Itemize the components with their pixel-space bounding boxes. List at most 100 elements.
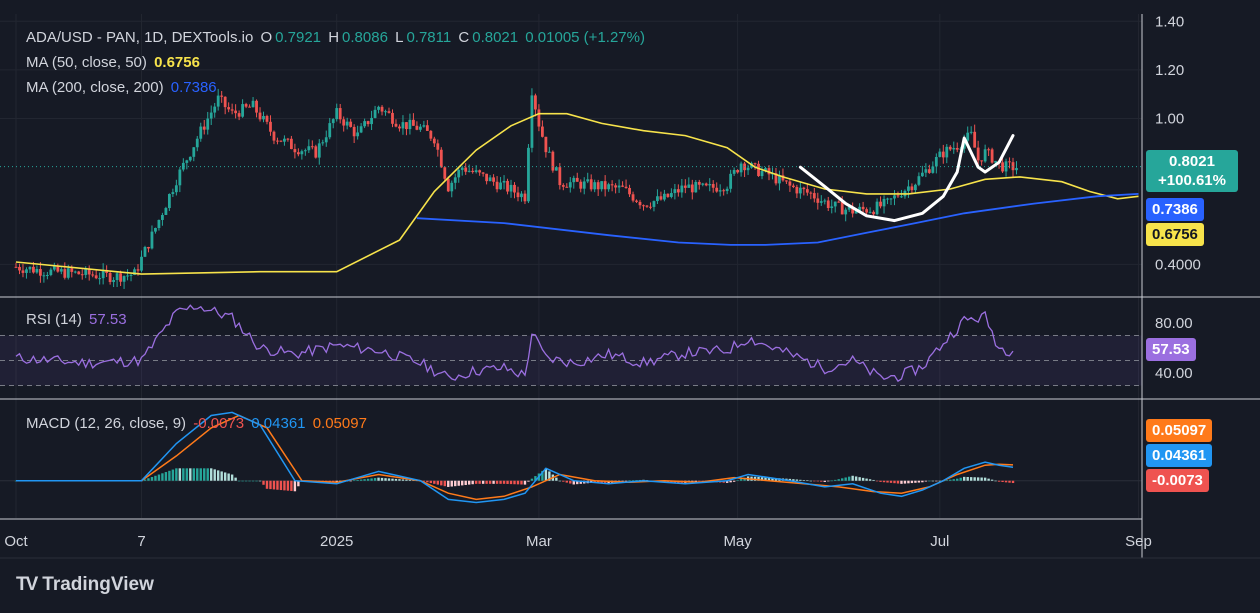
- candle-body: [161, 215, 164, 220]
- candle-body: [25, 269, 28, 273]
- close-label: C: [458, 29, 470, 46]
- macd-histogram-bar: [185, 468, 189, 481]
- candle-body: [143, 247, 147, 257]
- candle-body: [108, 272, 112, 283]
- macd-signal-value: 0.05097: [312, 415, 367, 432]
- candle-body: [649, 206, 652, 208]
- candle-body: [321, 142, 325, 144]
- macd-histogram-bar: [436, 480, 440, 485]
- candle-body: [840, 201, 844, 215]
- macd-histogram-bar: [973, 477, 976, 481]
- candle-body: [934, 156, 938, 167]
- candle-body: [52, 266, 56, 270]
- candle-body: [694, 181, 698, 193]
- macd-histogram-bar: [907, 480, 910, 484]
- macd-histogram-bar: [464, 480, 467, 486]
- rsi-label: RSI (14): [26, 311, 82, 328]
- candle-body: [879, 201, 882, 207]
- candle-body: [464, 167, 468, 172]
- macd-histogram-bar: [558, 480, 562, 482]
- candle-body: [296, 152, 300, 155]
- candle-body: [387, 111, 391, 113]
- macd-histogram-bar: [412, 480, 415, 481]
- macd-histogram-bar: [764, 477, 767, 481]
- candle-body: [764, 168, 767, 172]
- macd-histogram-bar: [938, 480, 942, 482]
- candle-body: [586, 179, 590, 182]
- macd-histogram-bar: [541, 470, 544, 481]
- macd-histogram-bar: [980, 477, 983, 481]
- macd-histogram-bar: [286, 480, 290, 491]
- candle-body: [289, 138, 293, 150]
- candle-body: [317, 143, 321, 158]
- candle-body: [241, 104, 244, 117]
- candle-body: [896, 195, 900, 197]
- macd-histogram-bar: [910, 480, 914, 484]
- macd-histogram-bar: [447, 480, 450, 487]
- macd-histogram-bar: [499, 480, 502, 484]
- candle-body: [324, 137, 328, 143]
- candle-body: [331, 119, 335, 124]
- candle-body: [893, 195, 896, 199]
- candle-body: [785, 180, 788, 182]
- macd-histogram-bar: [244, 480, 248, 482]
- macd-histogram-bar: [356, 479, 359, 481]
- candle-body: [265, 116, 269, 122]
- candle-body: [485, 173, 489, 182]
- candle-body: [589, 179, 593, 190]
- candle-body: [14, 266, 18, 268]
- macd-histogram-bar: [624, 480, 628, 482]
- ma50-label: MA (50, close, 50): [26, 54, 147, 71]
- candle-body: [938, 151, 942, 157]
- macd-histogram-bar: [523, 480, 527, 485]
- candle-body: [969, 131, 973, 133]
- macd-histogram-bar: [834, 479, 837, 481]
- macd-histogram-bar: [164, 472, 168, 481]
- candle-body: [112, 280, 116, 283]
- tradingview-logo[interactable]: TV TradingView: [16, 574, 154, 596]
- macd-histogram-bar: [178, 468, 182, 481]
- macd-signal-badge: 0.05097: [1146, 419, 1213, 442]
- candle-body: [774, 173, 778, 184]
- candle-body: [527, 147, 530, 202]
- x-tick-label: Sep: [1125, 533, 1152, 550]
- macd-histogram-bar: [516, 480, 520, 485]
- macd-histogram-bar: [203, 468, 206, 481]
- candle-body: [701, 183, 705, 185]
- macd-histogram-bar: [182, 468, 185, 481]
- candle-body: [429, 130, 433, 139]
- candle-body: [119, 273, 122, 282]
- candle-body: [366, 121, 370, 125]
- macd-histogram-bar: [147, 478, 150, 481]
- macd-histogram-bar: [366, 478, 370, 481]
- macd-histogram-bar: [405, 479, 408, 481]
- rsi-pane[interactable]: [0, 304, 1142, 386]
- macd-histogram-bar: [175, 468, 178, 481]
- ma50-badge: 0.6756: [1146, 223, 1204, 246]
- macd-histogram-bar: [771, 477, 774, 481]
- macd-histogram-bar: [454, 480, 457, 487]
- macd-histogram-bar: [426, 480, 429, 483]
- rsi-tick-label: 80.00: [1155, 315, 1193, 332]
- candle-body: [565, 186, 569, 188]
- macd-pane[interactable]: [0, 411, 1142, 504]
- price-pane[interactable]: [0, 88, 1142, 289]
- macd-histogram-bar: [471, 480, 474, 485]
- candle-body: [718, 190, 722, 192]
- macd-histogram-bar: [506, 480, 509, 484]
- candle-body: [84, 268, 88, 275]
- candle-body: [917, 176, 921, 185]
- macd-histogram-bar: [509, 480, 513, 485]
- ma50-value: 0.6756: [154, 54, 200, 71]
- macd-histogram-bar: [199, 468, 202, 481]
- macd-hist-value: -0.0073: [193, 415, 245, 432]
- macd-histogram-bar: [928, 480, 931, 482]
- macd-line-value: 0.04361: [251, 415, 306, 432]
- candle-body: [697, 181, 701, 185]
- x-tick-label: May: [723, 533, 752, 550]
- candle-body: [384, 111, 387, 113]
- macd-histogram-bar: [269, 480, 272, 490]
- candle-body: [352, 126, 356, 137]
- candle-body: [377, 106, 380, 110]
